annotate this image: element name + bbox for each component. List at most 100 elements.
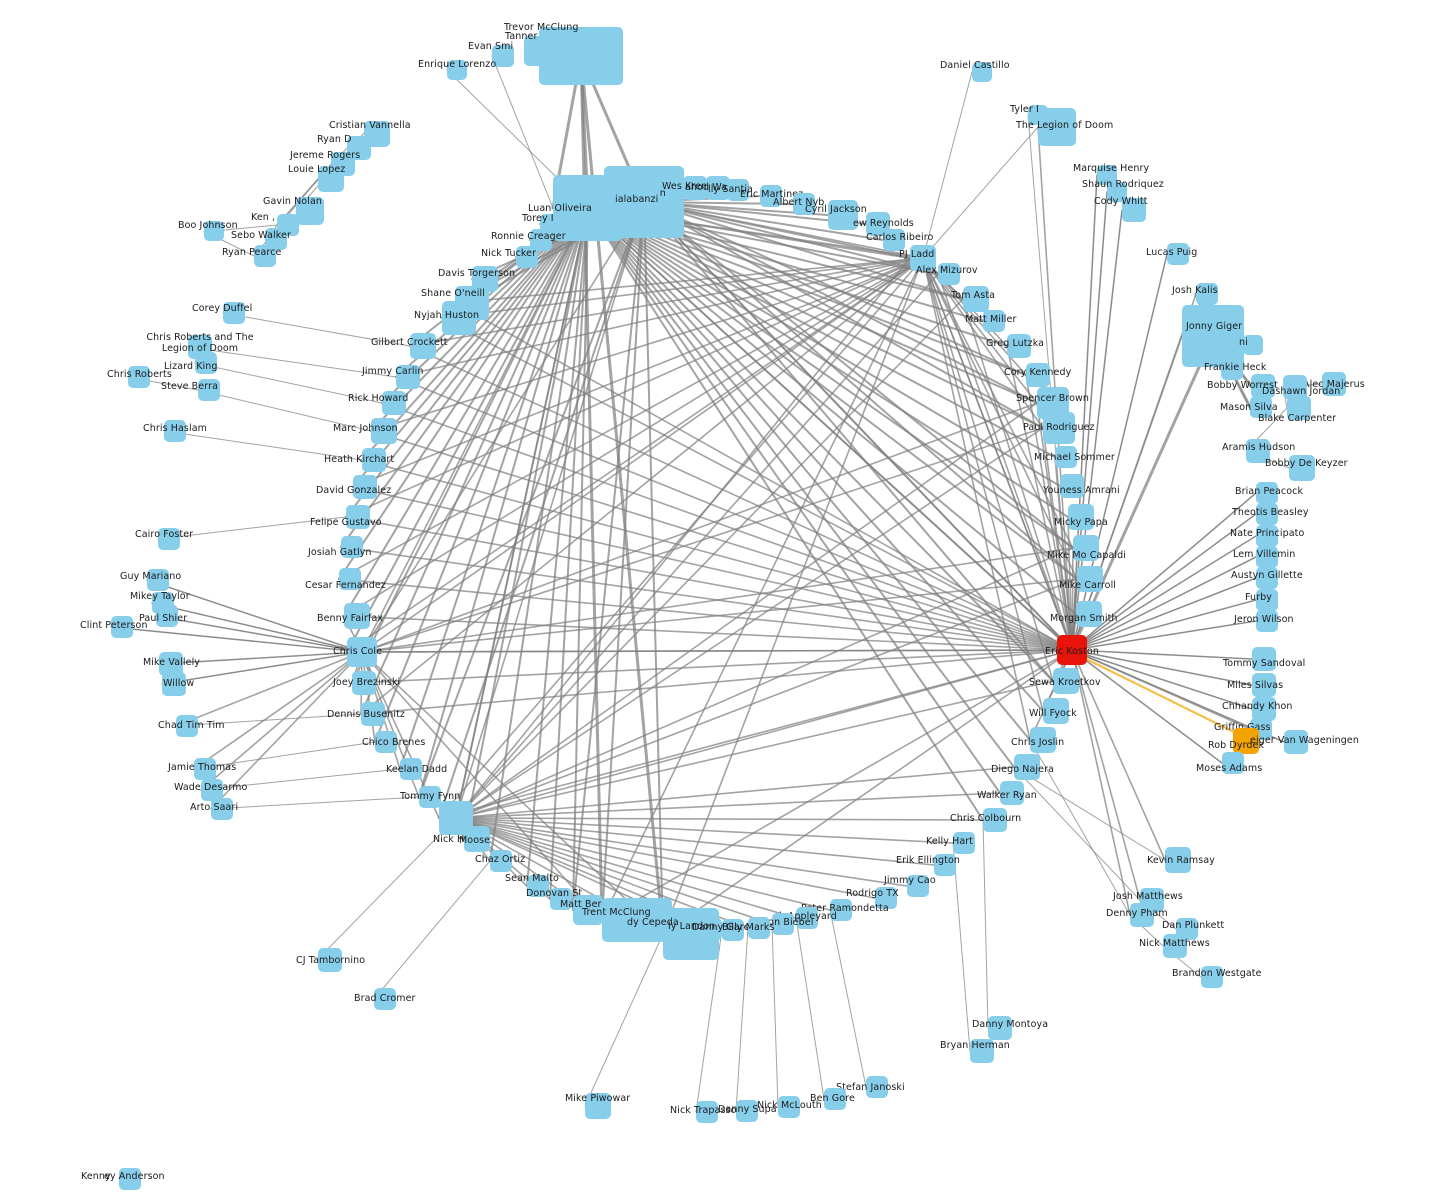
graph-node[interactable] (375, 731, 397, 753)
graph-node[interactable] (265, 228, 287, 250)
graph-node[interactable] (147, 569, 169, 591)
graph-node[interactable] (296, 197, 324, 225)
graph-node[interactable] (1252, 697, 1276, 721)
graph-node[interactable] (1097, 165, 1117, 185)
graph-node[interactable] (346, 505, 370, 529)
graph-node[interactable] (1252, 673, 1276, 697)
graph-node[interactable] (1073, 535, 1099, 561)
graph-node[interactable] (1246, 439, 1270, 463)
graph-node[interactable] (573, 895, 603, 925)
graph-node[interactable] (602, 898, 672, 942)
graph-node[interactable] (1201, 966, 1223, 988)
graph-node[interactable] (530, 229, 552, 251)
graph-node[interactable] (1055, 446, 1077, 468)
graph-node[interactable] (830, 899, 852, 921)
graph-node[interactable] (524, 36, 554, 66)
graph-node[interactable] (1038, 108, 1076, 146)
graph-node[interactable] (1256, 567, 1278, 589)
graph-node[interactable] (352, 671, 376, 695)
graph-node[interactable] (1256, 482, 1278, 504)
graph-node[interactable] (772, 913, 794, 935)
graph-node[interactable] (1043, 698, 1069, 724)
graph-node[interactable] (1284, 730, 1308, 754)
graph-node[interactable] (1256, 525, 1278, 547)
graph-node[interactable] (204, 221, 224, 241)
graph-node[interactable] (1107, 182, 1127, 202)
graph-node[interactable] (600, 175, 660, 231)
graph-node[interactable] (492, 45, 514, 67)
graph-node[interactable] (938, 263, 960, 285)
graph-node[interactable] (875, 887, 897, 909)
graph-node[interactable] (347, 637, 377, 667)
graph-node[interactable] (1167, 243, 1189, 265)
graph-node[interactable] (793, 193, 815, 215)
graph-node[interactable] (910, 245, 936, 271)
graph-node[interactable] (1122, 198, 1146, 222)
graph-node[interactable] (722, 919, 744, 941)
graph-node[interactable] (198, 379, 220, 401)
graph-node[interactable] (824, 1088, 846, 1110)
graph-node[interactable] (1221, 358, 1243, 380)
graph-node[interactable] (1222, 752, 1244, 774)
graph-node[interactable] (1182, 305, 1244, 367)
graph-node[interactable] (1322, 372, 1346, 396)
graph-node[interactable] (164, 420, 186, 442)
graph-node[interactable] (953, 832, 975, 854)
graph-node[interactable] (353, 475, 377, 499)
graph-node[interactable] (706, 176, 730, 200)
graph-node[interactable] (344, 603, 370, 629)
graph-node[interactable] (1007, 334, 1031, 358)
graph-node[interactable] (1068, 504, 1094, 530)
graph-node[interactable] (1283, 375, 1307, 399)
graph-node[interactable] (211, 798, 233, 820)
graph-node[interactable] (760, 185, 782, 207)
graph-node[interactable] (111, 616, 133, 638)
graph-node[interactable] (254, 245, 276, 267)
graph-node[interactable] (361, 702, 385, 726)
graph-node[interactable] (527, 875, 549, 897)
graph-node[interactable] (1060, 474, 1084, 498)
graph-node[interactable] (866, 1076, 888, 1098)
graph-node[interactable] (419, 786, 441, 808)
graph-node[interactable] (828, 200, 858, 230)
graph-node[interactable] (158, 528, 180, 550)
graph-node[interactable] (550, 888, 572, 910)
graph-node[interactable] (970, 1039, 994, 1063)
graph-node[interactable] (194, 758, 216, 780)
graph-node[interactable] (983, 310, 1005, 332)
graph-node[interactable] (1163, 934, 1187, 958)
graph-node[interactable] (1014, 754, 1040, 780)
graph-node[interactable] (696, 1101, 718, 1123)
graph-node[interactable] (585, 1093, 611, 1119)
graph-node[interactable] (156, 605, 178, 627)
graph-node[interactable] (1251, 374, 1275, 398)
graph-node[interactable] (490, 850, 512, 872)
graph-node[interactable] (1030, 727, 1056, 753)
graph-node[interactable] (883, 229, 905, 251)
graph-node[interactable] (447, 60, 467, 80)
graph-node[interactable] (318, 948, 342, 972)
graph-node[interactable] (516, 246, 538, 268)
graph-node[interactable] (1077, 566, 1103, 592)
graph-node[interactable] (778, 1096, 800, 1118)
graph-node[interactable] (1252, 647, 1276, 671)
graph-node[interactable] (1196, 283, 1218, 305)
graph-node[interactable] (176, 715, 198, 737)
graph-node[interactable] (1057, 635, 1087, 665)
graph-node[interactable] (341, 536, 363, 558)
graph-node[interactable] (400, 758, 422, 780)
graph-node[interactable] (371, 418, 397, 444)
graph-node[interactable] (339, 568, 361, 590)
graph-node[interactable] (1287, 396, 1311, 420)
graph-node[interactable] (748, 917, 770, 939)
graph-node[interactable] (128, 366, 150, 388)
graph-node[interactable] (1256, 546, 1278, 568)
graph-node[interactable] (1256, 589, 1278, 611)
graph-node[interactable] (382, 391, 406, 415)
graph-node[interactable] (464, 826, 490, 852)
graph-node[interactable] (1233, 728, 1259, 754)
graph-node[interactable] (700, 918, 722, 940)
graph-node[interactable] (162, 672, 186, 696)
graph-node[interactable] (195, 352, 217, 374)
